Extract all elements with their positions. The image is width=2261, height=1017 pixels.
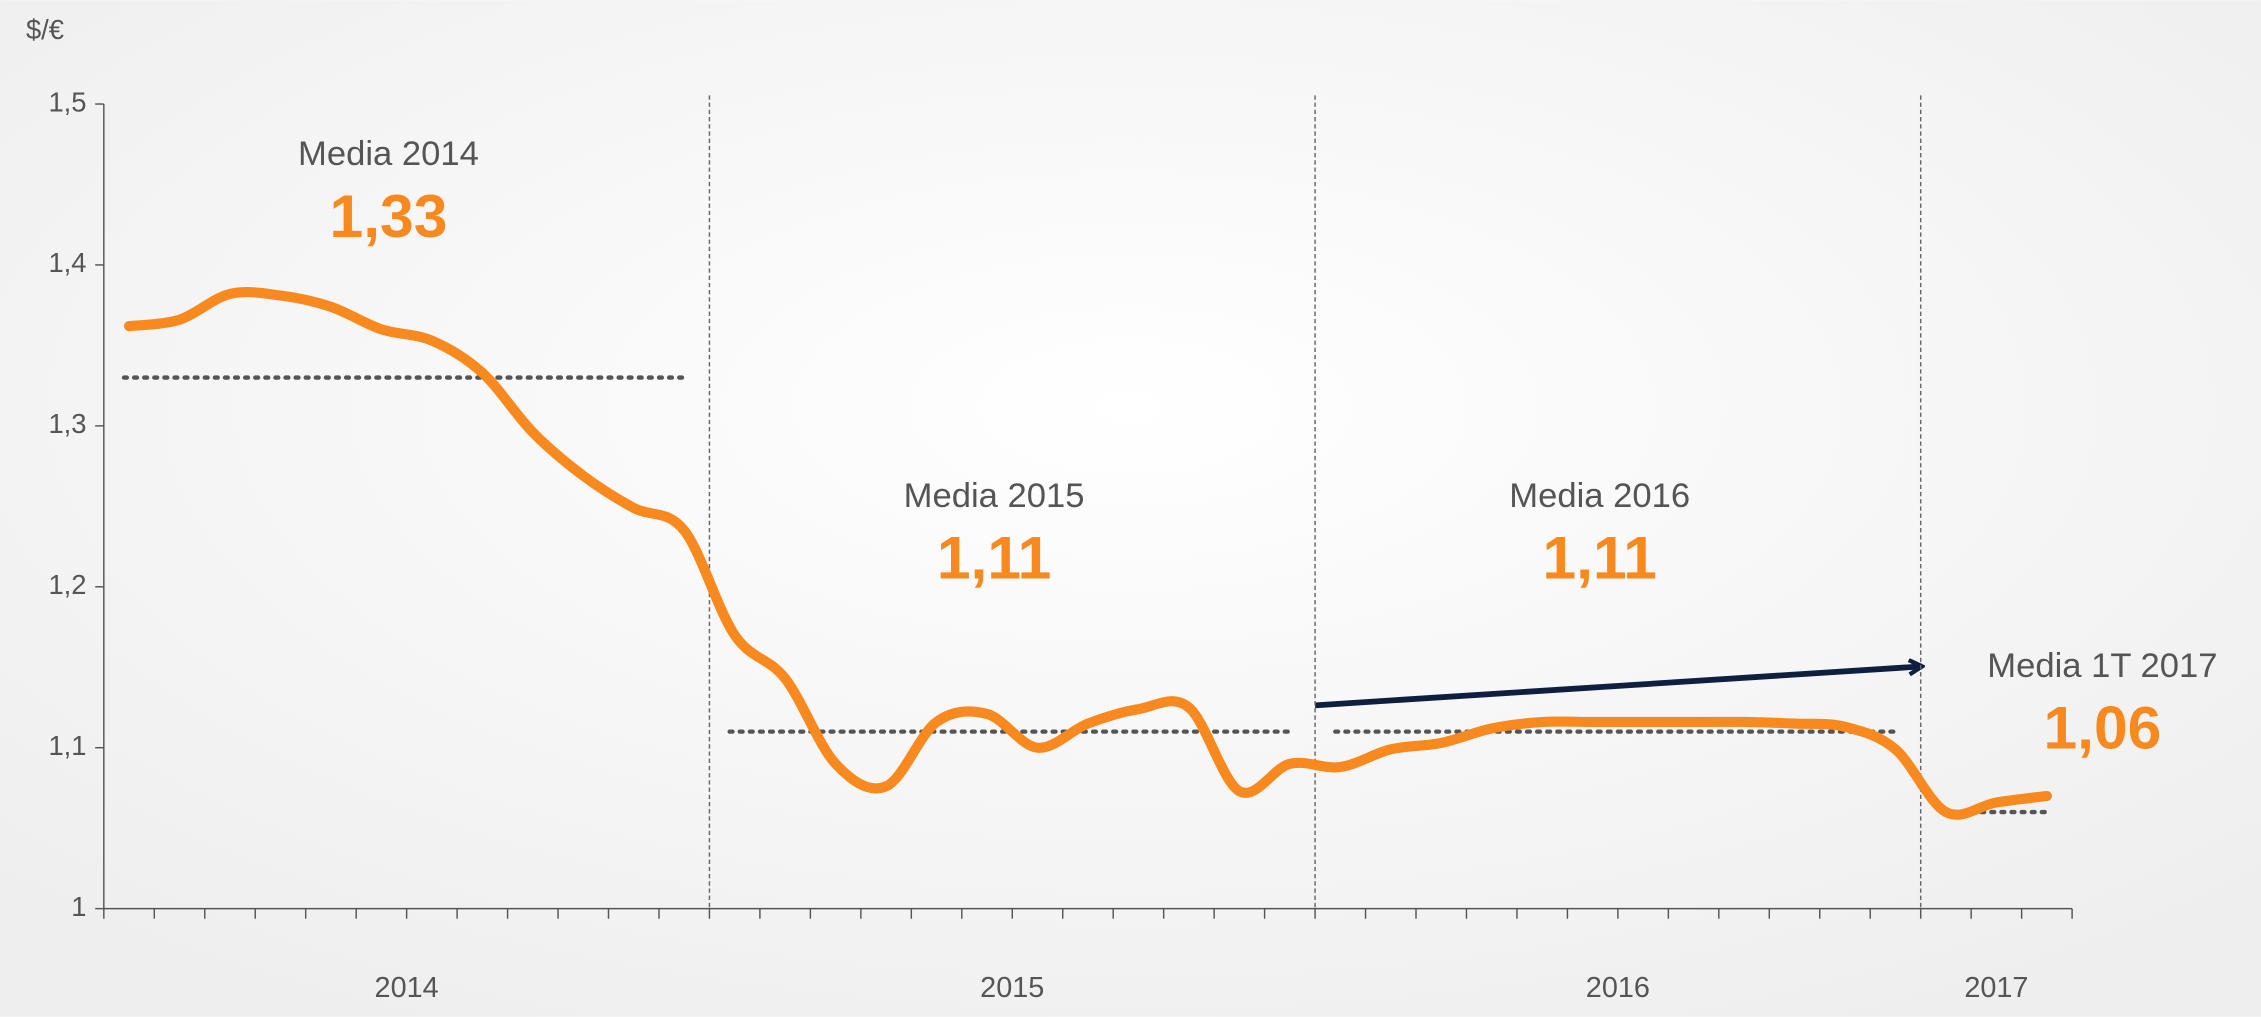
y-tick-label: 1,3 bbox=[48, 408, 86, 439]
x-group-label: 2014 bbox=[375, 972, 439, 1004]
y-tick-label: 1,1 bbox=[48, 730, 86, 761]
average-label: Media 1T 2017 bbox=[1987, 647, 2217, 685]
x-group-label: 2015 bbox=[980, 972, 1044, 1004]
x-group-label: 2017 bbox=[1964, 972, 2028, 1004]
average-label: Media 2016 bbox=[1509, 477, 1690, 515]
x-group-label: 2016 bbox=[1586, 972, 1650, 1004]
average-value: 1,06 bbox=[2043, 694, 2161, 762]
trend-arrow bbox=[1314, 666, 1922, 709]
y-axis-label: $/€ bbox=[26, 14, 64, 45]
y-tick-label: 1 bbox=[71, 891, 86, 922]
y-tick-label: 1,5 bbox=[48, 86, 86, 117]
average-value: 1,33 bbox=[330, 182, 448, 250]
y-tick-label: 1,4 bbox=[48, 247, 86, 278]
line bbox=[124, 287, 2052, 820]
y-tick-label: 1,2 bbox=[48, 569, 86, 600]
average-value: 1,11 bbox=[1542, 524, 1657, 592]
average-label: Media 2014 bbox=[298, 135, 479, 173]
average-label: Media 2015 bbox=[904, 477, 1085, 515]
average-value: 1,11 bbox=[937, 524, 1052, 592]
